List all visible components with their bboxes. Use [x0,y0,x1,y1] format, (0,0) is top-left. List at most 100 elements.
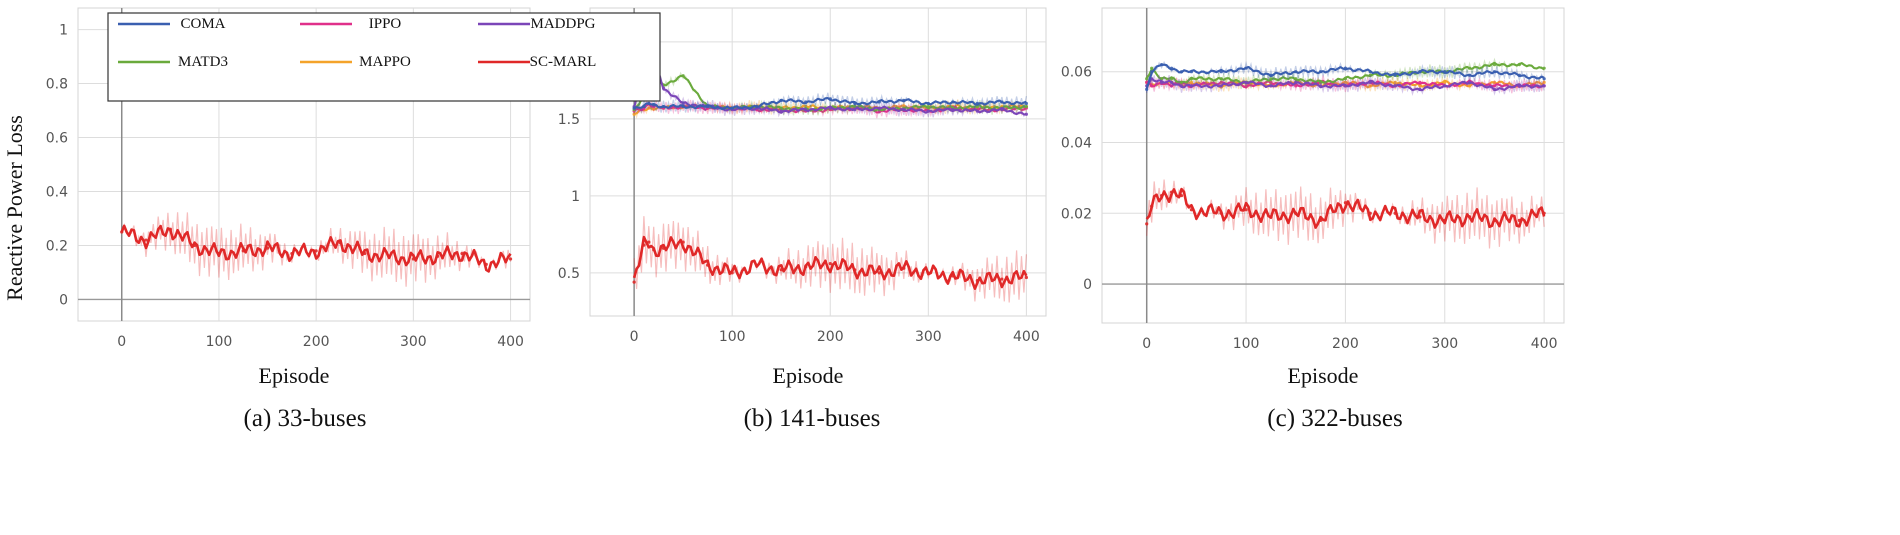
data-point-matd3 [1150,66,1154,70]
x-tick-label: 400 [497,334,524,350]
data-point-sc-marl [1418,215,1422,219]
data-point-ippo [1169,84,1174,88]
data-point-matd3 [1189,77,1194,81]
data-point-sc-marl [1517,218,1521,222]
data-point-maddpg [1169,80,1174,84]
data-point-sc-marl [779,268,783,272]
panel-caption: (c) 322-buses [1267,405,1402,432]
data-point-sc-marl [436,254,440,258]
data-point-coma [652,103,656,107]
data-point-sc-marl [387,254,391,258]
y-tick-label: 0.02 [1061,206,1092,222]
data-point-maddpg [1189,84,1194,88]
data-point-sc-marl [1542,211,1546,215]
data-point-sc-marl [681,240,685,244]
data-point-matd3 [1024,104,1028,109]
data-point-mappo [1393,80,1397,84]
data-point-ippo [1244,84,1248,88]
legend-label-matd3: MATD3 [178,54,228,70]
data-point-sc-marl [926,271,930,275]
y-tick-label: 0 [1083,277,1092,293]
data-point-sc-marl [632,280,636,284]
data-point-mappo [1468,84,1472,88]
data-point-sc-marl [1443,218,1447,222]
data-point-sc-marl [168,227,172,231]
data-point-matd3 [1294,77,1298,81]
data-point-sc-marl [1492,218,1497,222]
series-line-sc-marl [1145,187,1546,229]
data-point-maddpg [926,109,930,113]
data-point-mappo [1189,80,1194,84]
y-tick-label: 0.4 [46,184,68,200]
data-point-maddpg [1343,84,1348,88]
data-point-coma [877,100,881,104]
data-point-sc-marl [828,262,832,266]
data-point-sc-marl [755,263,759,267]
data-point-ippo [1492,84,1497,88]
panel-c-322-buses: 0 100 200 300 400 0 0.02 0.04 0.06 Episode (c) 322… [1061,7,1565,432]
y-tick-label: 0.6 [46,131,68,147]
data-point-sc-marl [1179,193,1184,198]
data-point-maddpg [877,106,881,110]
x-tick-label: 0 [117,334,126,350]
data-point-sc-marl [217,251,221,256]
data-point-maddpg [1418,87,1422,92]
data-point-coma [853,101,857,106]
data-point-maddpg [1294,80,1298,84]
x-tick-label: 200 [1332,336,1359,352]
y-tick-label: 0.04 [1061,135,1092,151]
data-point-maddpg [1443,84,1447,88]
data-point-sc-marl [1244,208,1248,212]
y-tick-label: 0 [59,292,68,308]
x-tick-label: 300 [400,334,427,350]
legend-box [107,12,661,102]
legend-label-coma: COMA [180,16,225,32]
x-tick-label: 200 [817,329,844,345]
data-point-coma [1542,77,1546,81]
x-tick-label: 100 [1233,336,1260,352]
data-point-coma [828,97,832,101]
data-point-matd3 [1269,77,1273,81]
y-tick-label: 0.06 [1061,65,1092,81]
data-point-coma [642,104,646,109]
series-raw-sc-marl [633,216,1027,303]
data-point-sc-marl [1393,211,1397,215]
x-tick-label: 100 [719,329,746,345]
data-point-coma [779,98,783,102]
data-point-matd3 [1145,77,1149,81]
data-point-maddpg [1024,112,1028,116]
data-point-matd3 [1179,80,1184,84]
data-point-coma [1343,66,1348,70]
data-point-sc-marl [144,238,148,242]
data-point-coma [730,106,734,110]
plot-area [1101,7,1565,324]
y-tick-label: 0.8 [46,77,68,93]
data-point-maddpg [681,101,685,106]
data-point-matd3 [1492,63,1497,67]
data-point-maddpg [1318,84,1323,88]
legend-label-mappo: MAPPO [359,54,411,70]
x-tick-label: 200 [303,334,330,350]
data-point-sc-marl [1343,201,1348,205]
data-point-coma [1189,70,1194,74]
data-point-sc-marl [804,265,808,269]
data-point-mappo [1418,84,1422,88]
data-point-sc-marl [1189,208,1194,212]
data-point-sc-marl [1368,211,1372,215]
data-point-sc-marl [1294,211,1298,215]
data-point-mappo [632,112,636,116]
data-point-coma [902,98,906,102]
data-point-coma [661,104,666,109]
data-point-sc-marl [1468,215,1472,219]
data-point-matd3 [1343,77,1348,81]
data-point-coma [1492,70,1497,74]
data-point-matd3 [1368,73,1372,77]
data-point-sc-marl [1160,193,1164,198]
data-point-matd3 [853,104,857,109]
x-axis-label: Episode [773,363,844,388]
data-point-coma [1443,70,1447,74]
y-tick-label: 0.2 [46,238,68,254]
data-point-maddpg [951,108,955,112]
data-point-matd3 [926,104,930,109]
